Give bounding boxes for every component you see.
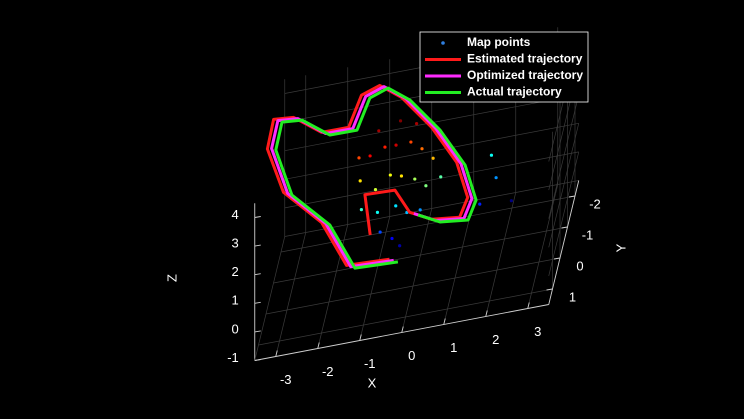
map-point — [378, 230, 382, 234]
legend: Map points Estimated trajectory Optimized … — [419, 31, 589, 103]
grid-line — [359, 216, 391, 341]
map-point — [439, 175, 443, 179]
z-tick-label: 2 — [232, 264, 239, 279]
map-point — [394, 143, 398, 147]
map-point — [390, 236, 394, 241]
x-tick-label: 3 — [534, 324, 541, 339]
tick-labels: -3 -2 -1 0 1 2 3 -2 -1 0 1 -1 0 1 2 3 4 — [227, 195, 601, 387]
map-point — [398, 244, 402, 248]
z-tick-label: 0 — [232, 321, 239, 336]
grid-line — [258, 288, 553, 346]
y-axis-label: Y — [613, 243, 628, 252]
legend-label: Estimated trajectory — [467, 52, 583, 66]
map-point — [375, 210, 380, 214]
map-point — [415, 122, 419, 126]
legend-label: Map points — [467, 35, 531, 49]
map-point — [424, 184, 428, 188]
x-tick — [317, 342, 320, 349]
grid-line — [485, 192, 517, 317]
grid-line — [275, 232, 307, 357]
x-tick — [485, 310, 488, 317]
y-tick-label: 1 — [569, 289, 576, 304]
grid-line — [280, 195, 576, 253]
y-tick — [568, 195, 576, 198]
trajectory — [265, 83, 470, 267]
grid-line — [284, 122, 579, 180]
z-tick-label: 4 — [232, 207, 239, 222]
y-tick — [561, 226, 568, 229]
grid-line — [548, 151, 580, 276]
y-tick-label: -1 — [582, 227, 594, 242]
legend-marker — [441, 41, 445, 45]
z-axis-label: Z — [164, 274, 179, 282]
legend-label: Optimized trajectory — [467, 68, 583, 82]
legend-label: Actual trajectory — [467, 85, 562, 99]
map-point — [388, 173, 392, 177]
x-tick-label: -1 — [364, 356, 376, 371]
x-tick — [401, 326, 404, 333]
x-tick — [359, 334, 362, 341]
trajectory — [274, 86, 478, 270]
y-tick-label: -2 — [589, 196, 601, 211]
map-point — [478, 202, 482, 206]
map-point — [373, 188, 378, 192]
axis-line — [548, 180, 580, 305]
z-tick-label: 1 — [232, 293, 239, 308]
plot-area — [265, 83, 513, 270]
x-tick-label: -3 — [280, 372, 292, 387]
map-point — [383, 145, 387, 149]
map-point — [394, 204, 398, 208]
map-point — [420, 147, 424, 151]
y-tick — [553, 257, 561, 260]
z-tick — [254, 330, 261, 333]
axis-line — [254, 236, 286, 361]
z-tick — [254, 216, 261, 218]
grid-line — [401, 208, 433, 333]
z-tick — [254, 273, 261, 276]
x-tick — [527, 302, 530, 309]
map-point — [357, 156, 361, 160]
map-point — [358, 179, 362, 183]
grid-line — [548, 94, 580, 219]
grid-line — [527, 184, 559, 309]
grid-line — [548, 123, 580, 248]
y-tick-label: 0 — [576, 258, 583, 273]
y-tick — [546, 288, 553, 291]
map-point — [409, 140, 413, 144]
map-point — [377, 129, 381, 133]
map-point — [359, 208, 363, 212]
map-point — [494, 176, 498, 180]
z-tick — [254, 359, 261, 361]
x-axis-label: X — [368, 375, 377, 390]
z-tick — [254, 244, 261, 247]
x-tick — [443, 318, 446, 325]
map-point — [413, 177, 417, 181]
grid-line — [265, 257, 561, 315]
z-tick-label: -1 — [227, 350, 239, 365]
map-point — [418, 208, 422, 212]
map-point — [509, 199, 513, 203]
legend-box — [419, 31, 589, 103]
x-tick — [275, 350, 278, 357]
x-tick-label: -2 — [322, 364, 334, 379]
map-point — [368, 154, 372, 158]
map-point — [398, 119, 403, 123]
map-point — [431, 156, 435, 160]
x-tick-label: 1 — [450, 340, 457, 355]
z-tick — [254, 301, 261, 304]
grid-line — [273, 226, 568, 284]
map-point — [489, 153, 494, 157]
x-tick-label: 0 — [408, 348, 415, 363]
z-tick-label: 3 — [232, 236, 239, 251]
grid-line — [284, 151, 579, 209]
map-point — [399, 174, 404, 178]
grid-line — [284, 180, 579, 237]
x-tick-label: 2 — [492, 332, 499, 347]
